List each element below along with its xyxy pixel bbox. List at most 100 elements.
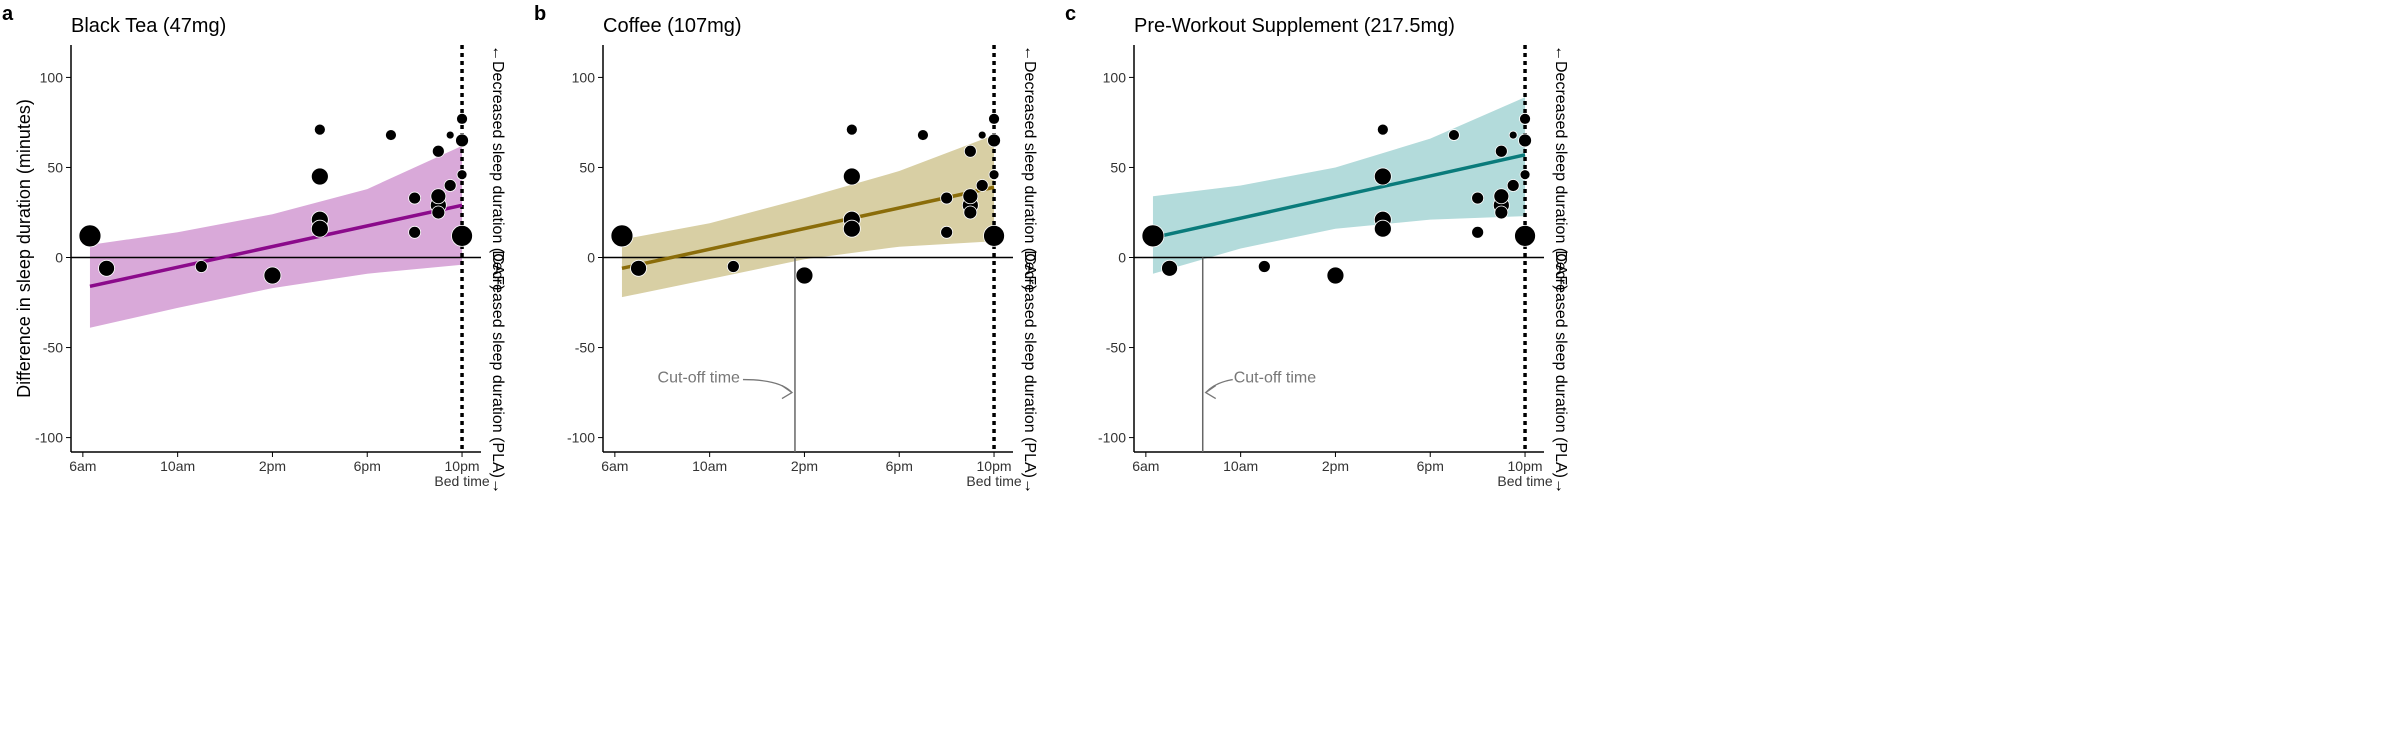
cutoff-arrow <box>742 378 793 394</box>
y-axis-title: Difference in sleep duration (minutes) <box>14 99 34 398</box>
fit-line <box>89 203 463 289</box>
x-tick-label: 6am <box>1132 458 1159 474</box>
data-point <box>1141 224 1165 248</box>
y-tick-label: 100 <box>40 69 64 85</box>
data-point <box>1326 266 1345 285</box>
data-point <box>1493 188 1510 205</box>
data-point <box>408 191 422 205</box>
data-point <box>78 224 102 248</box>
cutoff-arrowhead <box>1204 385 1217 400</box>
data-point <box>1373 167 1392 186</box>
bed-time-label: Bed time <box>966 473 1021 489</box>
x-tick-label: 2pm <box>259 458 286 474</box>
data-point <box>983 224 1005 247</box>
data-point <box>310 219 329 238</box>
x-tick-label: 6pm <box>886 458 913 474</box>
x-tick-label: 6am <box>601 458 628 474</box>
data-point <box>313 123 326 136</box>
x-tick-label: 6am <box>69 458 96 474</box>
data-point <box>975 179 989 192</box>
right-label-pla: Decreased sleep duration (PLA)→ <box>1552 250 1569 494</box>
data-point <box>1508 130 1518 140</box>
panel-title: Coffee (107mg) <box>603 15 742 37</box>
y-tick-label: 50 <box>1110 159 1126 175</box>
confidence-band <box>89 145 463 328</box>
y-tick-label: -100 <box>35 430 63 446</box>
fit-line <box>1152 153 1526 240</box>
x-tick-label: 10am <box>1223 458 1258 474</box>
data-point <box>431 144 445 158</box>
y-tick-label: 100 <box>1103 69 1127 85</box>
data-point <box>987 133 1001 148</box>
data-point <box>1257 260 1271 273</box>
data-point <box>842 219 861 238</box>
chart-panel-b: b Coffee (107mg) 100 50 0 -50 -100 6am 10am 2pm 6p… <box>534 3 1038 494</box>
y-tick-label: -50 <box>575 340 595 356</box>
x-tick-label: 2pm <box>791 458 818 474</box>
data-point <box>443 179 457 192</box>
data-point <box>456 112 468 125</box>
data-point <box>1519 169 1531 181</box>
data-point <box>445 130 455 140</box>
data-point <box>430 188 447 205</box>
data-point <box>795 266 814 285</box>
cutoff-arrowhead <box>781 385 794 400</box>
data-point <box>1514 224 1536 247</box>
y-tick-label: -50 <box>43 340 63 356</box>
data-point <box>1448 129 1460 141</box>
y-tick-label: 100 <box>572 69 596 85</box>
data-point <box>1161 259 1178 277</box>
confidence-band <box>621 135 995 298</box>
x-tick-label: 6pm <box>1417 458 1444 474</box>
y-tick-label: 0 <box>55 250 63 266</box>
data-point <box>1494 205 1509 220</box>
panel-letter: c <box>1065 3 1076 25</box>
data-point <box>963 205 978 220</box>
data-point <box>456 169 468 181</box>
chart-panel-a: a Black Tea (47mg) 100 50 0 -50 -100 6am 10am 2pm… <box>2 3 506 494</box>
data-point <box>940 191 954 205</box>
panel-title: Pre-Workout Supplement (217.5mg) <box>1134 15 1455 37</box>
data-point <box>310 167 329 186</box>
data-point <box>630 259 647 277</box>
right-label-pla: Decreased sleep duration (PLA)→ <box>489 250 506 494</box>
cutoff-label: Cut-off time <box>658 370 741 387</box>
x-tick-label: 10pm <box>977 458 1012 474</box>
panel-letter: a <box>2 3 14 25</box>
data-point <box>962 188 979 205</box>
panel-title: Black Tea (47mg) <box>71 15 226 37</box>
data-point <box>845 123 858 136</box>
data-point <box>98 259 115 277</box>
x-tick-label: 10am <box>160 458 195 474</box>
data-point <box>1506 179 1520 192</box>
chart-panel-c: c Pre-Workout Supplement (217.5mg) 100 50 0 -… <box>1065 3 1569 494</box>
data-point <box>408 225 422 239</box>
x-tick-label: 6pm <box>354 458 381 474</box>
bed-time-label: Bed time <box>434 473 489 489</box>
data-point <box>1376 123 1389 136</box>
y-tick-label: -100 <box>567 430 595 446</box>
data-point <box>726 260 740 273</box>
x-tick-label: 10pm <box>1508 458 1543 474</box>
y-tick-label: -100 <box>1098 430 1126 446</box>
data-point <box>940 225 954 239</box>
y-tick-label: 50 <box>47 159 63 175</box>
data-point <box>263 266 282 285</box>
data-point <box>988 169 1000 181</box>
y-tick-label: 50 <box>579 159 595 175</box>
cutoff-label: Cut-off time <box>1234 370 1317 387</box>
data-point <box>194 260 208 273</box>
data-point <box>1494 144 1508 158</box>
fit-line <box>621 185 995 271</box>
x-tick-label: 2pm <box>1322 458 1349 474</box>
bed-time-label: Bed time <box>1497 473 1552 489</box>
data-point <box>842 167 861 186</box>
panel-letter: b <box>534 3 546 25</box>
right-label-pla: Decreased sleep duration (PLA)→ <box>1021 250 1038 494</box>
cutoff-arrow <box>1205 378 1233 394</box>
y-tick-label: -50 <box>1106 340 1126 356</box>
confidence-band <box>1152 97 1526 274</box>
right-label-caf: ←Decreased sleep duration (CAF) <box>489 45 506 290</box>
data-point <box>1373 219 1392 238</box>
